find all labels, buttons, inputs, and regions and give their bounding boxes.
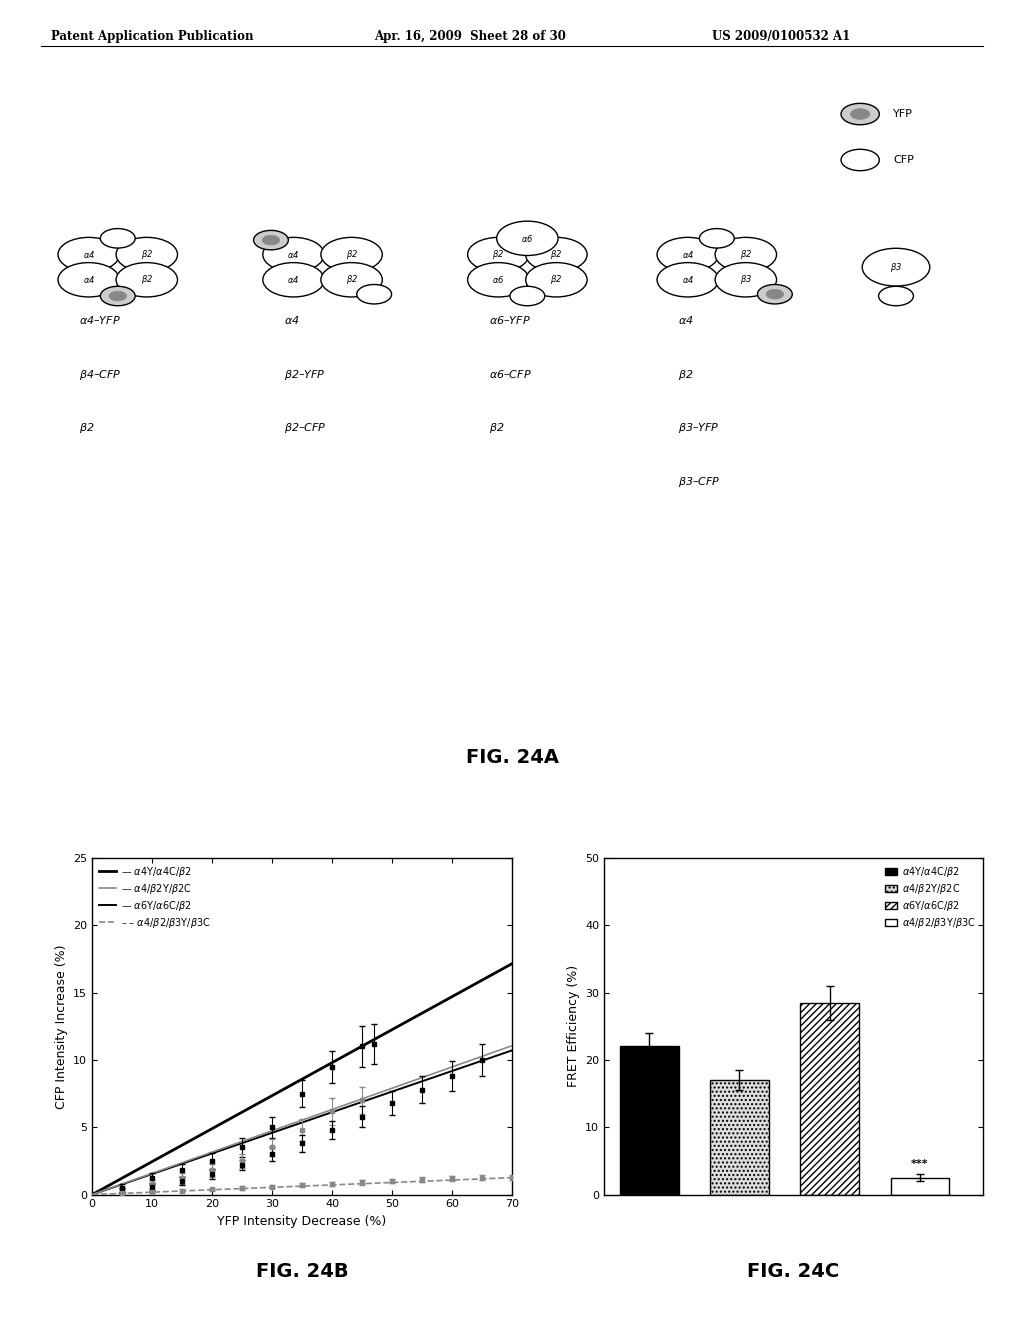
Text: Patent Application Publication: Patent Application Publication (51, 30, 254, 44)
Text: $\alpha$4: $\alpha$4 (288, 275, 300, 285)
Text: $\beta$3–YFP: $\beta$3–YFP (678, 421, 720, 436)
Ellipse shape (510, 286, 545, 306)
Ellipse shape (657, 263, 719, 297)
Ellipse shape (58, 238, 120, 272)
Ellipse shape (254, 231, 289, 249)
Ellipse shape (497, 222, 558, 256)
Ellipse shape (321, 263, 382, 297)
Bar (801, 1003, 859, 1195)
Ellipse shape (657, 238, 719, 272)
Legend: — $\alpha$4Y/$\alpha$4C/$\beta$2, — $\alpha$4/$\beta$2Y/$\beta$2C, — $\alpha$6Y/: — $\alpha$4Y/$\alpha$4C/$\beta$2, — $\al… (97, 863, 213, 932)
Ellipse shape (321, 238, 382, 272)
Ellipse shape (715, 263, 776, 297)
Text: $\alpha$6–YFP: $\alpha$6–YFP (488, 314, 530, 326)
Bar (620, 1047, 679, 1195)
Text: Apr. 16, 2009  Sheet 28 of 30: Apr. 16, 2009 Sheet 28 of 30 (374, 30, 565, 44)
Text: $\beta$2: $\beta$2 (140, 273, 153, 286)
Text: $\beta$2–CFP: $\beta$2–CFP (284, 421, 327, 436)
Ellipse shape (58, 263, 120, 297)
Y-axis label: CFP Intensity Increase (%): CFP Intensity Increase (%) (54, 944, 68, 1109)
Ellipse shape (758, 285, 793, 304)
Ellipse shape (100, 228, 135, 248)
Legend: $\alpha$4Y/$\alpha$4C/$\beta$2, $\alpha$4/$\beta$2Y/$\beta$2C, $\alpha$6Y/$\alph: $\alpha$4Y/$\alpha$4C/$\beta$2, $\alpha$… (883, 863, 978, 932)
Text: $\beta$2: $\beta$2 (493, 248, 505, 261)
Text: $\alpha$4: $\alpha$4 (288, 249, 300, 260)
Text: $\beta$2: $\beta$2 (345, 248, 357, 261)
Bar (891, 1177, 949, 1195)
Ellipse shape (715, 238, 776, 272)
Ellipse shape (262, 235, 280, 246)
Text: $\alpha$4: $\alpha$4 (83, 275, 95, 285)
Text: $\alpha$6–CFP: $\alpha$6–CFP (488, 368, 531, 380)
Ellipse shape (110, 292, 127, 301)
Text: FIG. 24A: FIG. 24A (466, 747, 558, 767)
Text: $\beta$2: $\beta$2 (550, 273, 562, 286)
Text: US 2009/0100532 A1: US 2009/0100532 A1 (712, 30, 850, 44)
Ellipse shape (525, 263, 587, 297)
Text: $\beta$4–CFP: $\beta$4–CFP (79, 368, 122, 381)
Text: $\beta$2: $\beta$2 (488, 421, 504, 436)
Ellipse shape (766, 289, 783, 300)
Bar (711, 1080, 769, 1195)
Text: CFP: CFP (893, 154, 913, 165)
Text: $\alpha$6: $\alpha$6 (493, 275, 505, 285)
Text: FIG. 24B: FIG. 24B (256, 1262, 348, 1280)
X-axis label: YFP Intensity Decrease (%): YFP Intensity Decrease (%) (217, 1214, 387, 1228)
Ellipse shape (699, 228, 734, 248)
Text: $\beta$2: $\beta$2 (345, 273, 357, 286)
Text: $\alpha$4–YFP: $\alpha$4–YFP (79, 314, 121, 326)
Text: FIG. 24C: FIG. 24C (748, 1262, 840, 1280)
Ellipse shape (841, 149, 880, 170)
Ellipse shape (263, 238, 325, 272)
Text: $\alpha$4: $\alpha$4 (682, 249, 694, 260)
Text: $\beta$2: $\beta$2 (79, 421, 94, 436)
Ellipse shape (263, 263, 325, 297)
Text: $\alpha$6: $\alpha$6 (521, 232, 534, 244)
Text: $\beta$2: $\beta$2 (678, 368, 693, 381)
Text: ***: *** (911, 1159, 929, 1170)
Ellipse shape (356, 285, 391, 304)
Text: $\alpha$4: $\alpha$4 (83, 249, 95, 260)
Ellipse shape (100, 286, 135, 306)
Text: $\alpha$4: $\alpha$4 (682, 275, 694, 285)
Ellipse shape (851, 108, 869, 119)
Ellipse shape (525, 238, 587, 272)
Text: $\alpha$4: $\alpha$4 (284, 314, 299, 326)
Ellipse shape (862, 248, 930, 286)
Ellipse shape (879, 286, 913, 306)
Text: $\beta$3: $\beta$3 (890, 260, 902, 273)
Text: $\beta$3–CFP: $\beta$3–CFP (678, 475, 721, 488)
Ellipse shape (116, 238, 177, 272)
Ellipse shape (116, 263, 177, 297)
Ellipse shape (468, 238, 529, 272)
Text: YFP: YFP (893, 110, 912, 119)
Ellipse shape (841, 103, 880, 125)
Text: $\beta$2–YFP: $\beta$2–YFP (284, 368, 326, 381)
Ellipse shape (468, 263, 529, 297)
Text: $\beta$2: $\beta$2 (140, 248, 153, 261)
Text: $\beta$2: $\beta$2 (739, 248, 752, 261)
Text: $\beta$2: $\beta$2 (550, 248, 562, 261)
Text: $\beta$3: $\beta$3 (739, 273, 752, 286)
Y-axis label: FRET Efficiency (%): FRET Efficiency (%) (566, 965, 580, 1088)
Text: $\alpha$4: $\alpha$4 (678, 314, 693, 326)
